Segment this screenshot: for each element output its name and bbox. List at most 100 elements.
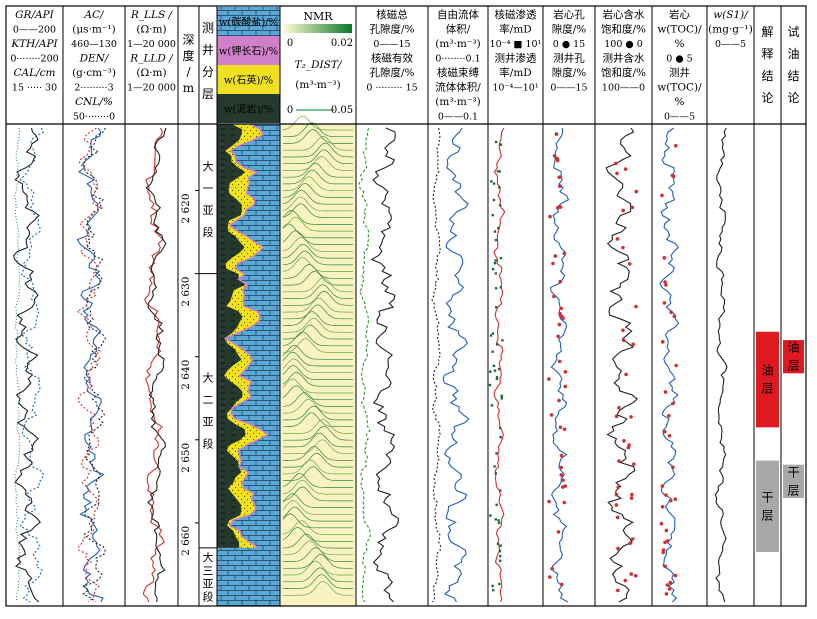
nmr-t2-spectrum xyxy=(283,452,353,468)
rlld-curve xyxy=(145,127,167,603)
core-water-saturation-point xyxy=(614,492,619,497)
nmr-t2-spectrum xyxy=(283,277,353,293)
track-header-track2: DEN/ xyxy=(79,53,110,65)
nmr-permeability-point xyxy=(498,559,502,562)
nmr-t2-spectrum xyxy=(283,169,353,185)
core-toc-point xyxy=(664,283,668,287)
outer-border xyxy=(5,5,807,607)
strat-unit-label: 亚 xyxy=(203,204,214,217)
track-header-track11: 100 ● 0 xyxy=(604,39,643,50)
core-toc-point xyxy=(663,280,667,284)
core-porosity-point xyxy=(554,132,559,136)
core-toc-point xyxy=(664,493,668,497)
core-water-saturation-point xyxy=(629,496,634,500)
strat-header: 测 xyxy=(202,21,214,35)
mineral-legend-swatch xyxy=(217,36,280,65)
nmr-permeability-point xyxy=(499,435,502,439)
nmr-permeability-point xyxy=(495,306,498,309)
nmr-t2-spectrum xyxy=(282,520,353,535)
core-porosity-point xyxy=(548,575,552,579)
track-header-track3: (Ω·m) xyxy=(136,67,166,79)
nmr-permeability-point xyxy=(492,182,496,185)
track-header-track1: 0········200 xyxy=(10,54,58,65)
track-header-track2: 2·········3 xyxy=(74,83,113,94)
depth-tick-label: 2 660 xyxy=(180,526,192,556)
nmr-colorbar xyxy=(284,24,352,33)
core-porosity-point xyxy=(559,582,564,587)
core-toc-point xyxy=(663,564,668,569)
nmr-permeability-point xyxy=(497,521,501,525)
nmr-permeability-point xyxy=(498,582,501,586)
core-porosity-point xyxy=(555,158,560,163)
nmr-t2-spectrum xyxy=(283,297,353,313)
nmr-t2-spectrum xyxy=(282,230,353,245)
core-porosity-point xyxy=(563,484,568,488)
core-toc-point xyxy=(665,583,670,587)
track-header-track9: 率/mD xyxy=(499,66,531,79)
track-header-track12: 岩心 xyxy=(669,8,690,21)
den-curve xyxy=(82,127,107,603)
test-header: 试 xyxy=(787,24,799,39)
nmr-permeability-point xyxy=(494,518,497,521)
strat-header: 井 xyxy=(202,43,214,57)
chart-frame xyxy=(5,5,807,607)
nmr-t2-spectrum xyxy=(282,365,353,380)
core-water-saturation-point xyxy=(621,328,625,333)
core-porosity-point xyxy=(563,370,568,374)
track-header-track1: 0——200 xyxy=(13,25,56,36)
nmr-t2-spectrum xyxy=(283,567,353,583)
interp-zone-oil xyxy=(756,331,779,428)
nmr-permeability-point xyxy=(491,267,495,271)
core-water-saturation-point xyxy=(615,171,619,176)
log-permeability-curve xyxy=(493,127,506,603)
core-toc-point xyxy=(671,401,675,406)
nmr-t2-spectrum xyxy=(283,324,353,340)
track-headers: GR/API 0——200 KTH/API 0········200 CAL/cm 15 … xyxy=(10,7,800,123)
nmr-t2-spectrum xyxy=(282,351,353,367)
core-water-saturation-point xyxy=(631,342,635,347)
log-toc-curve xyxy=(659,127,680,603)
nmr-t2-spectrum xyxy=(283,270,353,286)
track-header-track3: R_LLS / xyxy=(130,9,174,21)
core-water-saturation-point xyxy=(614,414,619,419)
track-header-track1: 15 ····· 30 xyxy=(12,83,57,94)
nmr-permeability-point xyxy=(498,554,502,558)
core-water-saturation-point xyxy=(630,205,635,210)
track-header-track7: 0——15 xyxy=(373,39,410,50)
nmr-permeability-point xyxy=(495,377,499,381)
core-water-saturation-point xyxy=(630,537,635,541)
nmr-t2-spectrum xyxy=(283,284,353,299)
nmr-permeability-point xyxy=(493,369,497,372)
track-header-track13: w(S1)/ xyxy=(713,9,749,21)
nmr-t2-spectrum xyxy=(282,183,353,198)
core-porosity-point xyxy=(549,413,554,417)
nmr-permeability-point xyxy=(495,503,498,507)
test-zone-oil xyxy=(783,340,804,374)
nmr-t2-spectrum xyxy=(282,210,353,225)
track-header-track10: 岩心孔 xyxy=(553,8,585,21)
depth-tick-label: 2 640 xyxy=(180,360,192,390)
nmr-t2-spectrum xyxy=(282,338,353,353)
s1-curve xyxy=(714,127,728,603)
core-porosity-point xyxy=(558,205,563,209)
nmr-permeability-point xyxy=(491,588,495,592)
interp-zone-label: 油 xyxy=(761,364,773,378)
nmr-permeability-point xyxy=(499,256,503,260)
track-header-track8: 流体体积/ xyxy=(435,81,481,94)
nmr-scale: 0 xyxy=(287,38,293,49)
core-water-saturation-point xyxy=(629,572,634,576)
track-header-track8: 自由流体 xyxy=(437,8,479,21)
interp-header: 解 xyxy=(761,25,773,39)
mineral-legend-swatch xyxy=(217,94,280,123)
core-toc-point xyxy=(663,429,667,434)
track-header-track8: 0········0.1 xyxy=(435,54,480,65)
core-porosity-point xyxy=(563,384,568,389)
core-porosity-point xyxy=(562,500,567,505)
core-toc-point xyxy=(663,540,667,545)
core-water-saturation-point xyxy=(615,237,620,241)
interp-zone-dry xyxy=(756,460,779,552)
interp-header: 释 xyxy=(761,47,773,61)
core-toc-point xyxy=(667,413,671,418)
core-porosity-point xyxy=(553,254,558,258)
